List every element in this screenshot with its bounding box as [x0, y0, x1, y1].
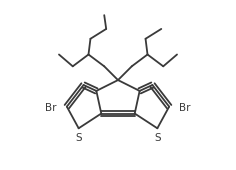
Text: Br: Br	[179, 103, 191, 113]
Text: S: S	[75, 133, 82, 143]
Text: S: S	[154, 133, 161, 143]
Text: Br: Br	[45, 103, 57, 113]
